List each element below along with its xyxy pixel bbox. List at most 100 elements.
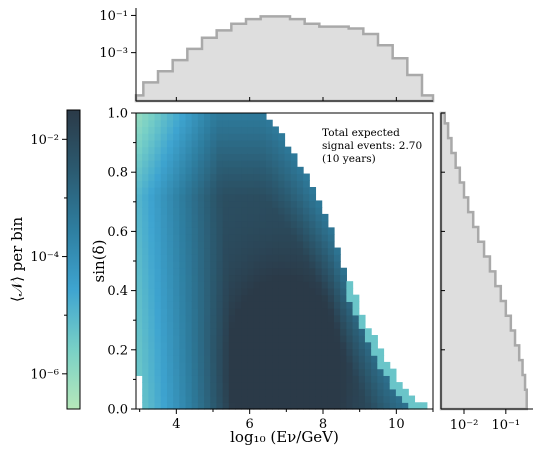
heatmap-cell [247, 213, 255, 222]
heatmap-cell [303, 314, 310, 323]
heatmap-cell [191, 220, 199, 228]
heatmap-cell [228, 119, 236, 128]
heatmap-cell [377, 375, 385, 383]
heatmap-cell [334, 281, 341, 289]
heatmap-cell [228, 193, 236, 202]
heatmap-cell [154, 314, 162, 323]
heatmap-cell [210, 294, 218, 302]
heatmap-cell [142, 139, 149, 148]
heatmap-cell [185, 368, 193, 376]
heatmap-cell [290, 341, 298, 350]
heatmap-cell [309, 375, 317, 383]
heatmap-cell [142, 361, 149, 370]
heatmap-cell [284, 213, 292, 222]
heatmap-cell [296, 382, 304, 390]
heatmap-cell [235, 133, 242, 141]
heatmap-cell [315, 388, 323, 397]
heatmap-cell [272, 294, 279, 302]
heatmap-cell [204, 368, 211, 376]
heatmap-cell [247, 301, 255, 309]
heatmap-cell [179, 146, 187, 154]
heatmap-cell [204, 113, 211, 121]
heatmap-cell [265, 308, 273, 316]
heatmap-cell [259, 200, 267, 208]
heatmap-cell [272, 247, 279, 255]
heatmap-cell [191, 166, 199, 175]
heatmap-cell [272, 301, 279, 309]
heatmap-cell [173, 173, 180, 181]
heatmap-cell [166, 133, 174, 141]
heatmap-cell [191, 200, 199, 208]
heatmap-cell [395, 402, 403, 410]
heatmap-cell [173, 375, 180, 383]
heatmap-cell [191, 234, 199, 242]
heatmap-cell [136, 166, 143, 175]
heatmap-cell [204, 146, 211, 154]
heatmap-cell [136, 294, 143, 302]
heatmap-cell [136, 220, 143, 228]
heatmap-cell [142, 261, 149, 269]
heatmap-cell [364, 328, 372, 336]
heatmap-cell [272, 308, 279, 316]
heatmap-cell [272, 173, 279, 181]
heatmap-cell [284, 341, 292, 350]
heatmap-cell [154, 193, 162, 202]
heatmap-cell [204, 220, 211, 228]
heatmap-cell [259, 267, 267, 276]
heatmap-cell [154, 139, 162, 148]
heatmap-cell [154, 301, 162, 309]
heatmap-cell [296, 187, 304, 195]
heatmap-cell [148, 247, 156, 255]
heatmap-cell [197, 361, 205, 370]
heatmap-cell [154, 133, 162, 141]
heatmap-cell [253, 193, 261, 202]
heatmap-cell [222, 294, 230, 302]
heatmap-cell [315, 375, 323, 383]
heatmap-cell [166, 335, 174, 343]
heatmap-cell [197, 166, 205, 175]
heatmap-cell [259, 261, 267, 269]
heatmap-cell [204, 193, 211, 202]
heatmap-cell [216, 207, 224, 215]
heatmap-cell [204, 348, 211, 356]
heatmap-cell [247, 166, 255, 175]
heatmap-cell [259, 247, 267, 255]
heatmap-cell [185, 388, 193, 397]
heatmap-cell [228, 382, 236, 390]
heatmap-cell [247, 308, 255, 316]
heatmap-cell [210, 395, 218, 403]
heatmap-cell [334, 321, 341, 329]
heatmap-cell [309, 368, 317, 376]
heatmap-cell [296, 314, 304, 323]
heatmap-cell [296, 335, 304, 343]
heatmap-cell [216, 308, 224, 316]
heatmap-cell [253, 361, 261, 370]
chart-marks: 4 6 8 10 0.0 0.2 0.4 0.6 0.8 1.0 10⁻³ 10⁻¹ 10⁻² 10⁻¹ 1… [30, 8, 533, 433]
heatmap-cell [340, 287, 347, 296]
heatmap-cell [241, 153, 248, 161]
heatmap-cell [259, 166, 267, 175]
heatmap-cell [191, 301, 199, 309]
heatmap-cell [216, 247, 224, 255]
heatmap-cell [142, 368, 149, 376]
heatmap-cell [216, 160, 224, 168]
heatmap-cell [247, 388, 255, 397]
heatmap-cell [154, 153, 162, 161]
heatmap-cell [191, 153, 199, 161]
heatmap-cell [197, 382, 205, 390]
heatmap-cell [284, 193, 292, 202]
heatmap-cell [290, 382, 298, 390]
heatmap-cell [265, 287, 273, 296]
heatmap-cell [154, 287, 162, 296]
heatmap-cell [142, 355, 149, 363]
heatmap-cell [247, 294, 255, 302]
heatmap-cell [259, 207, 267, 215]
heatmap-cell [278, 402, 286, 410]
heatmap-cell [228, 220, 236, 228]
heatmap-cell [228, 388, 236, 397]
heatmap-cell [284, 328, 292, 336]
heatmap-cell [309, 227, 317, 235]
heatmap-cell [197, 126, 205, 134]
heatmap-cell [136, 146, 143, 154]
heatmap-cell [321, 388, 329, 397]
